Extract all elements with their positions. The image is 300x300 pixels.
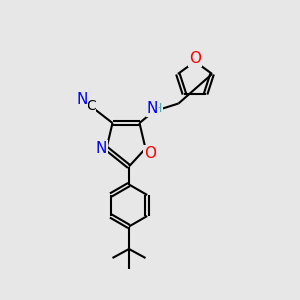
Text: N: N <box>95 141 107 156</box>
Text: O: O <box>189 51 201 66</box>
Text: H: H <box>153 101 162 115</box>
Text: N: N <box>76 92 88 107</box>
Text: O: O <box>144 146 156 160</box>
Text: C: C <box>86 99 96 112</box>
Text: N: N <box>147 101 158 116</box>
